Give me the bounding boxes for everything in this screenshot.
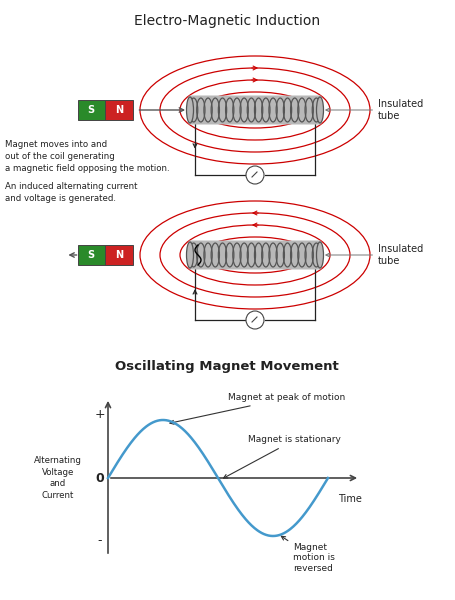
Text: An induced alternating current
and voltage is generated.: An induced alternating current and volta…	[5, 182, 137, 203]
Text: N: N	[115, 250, 123, 260]
Text: Time: Time	[338, 494, 362, 504]
FancyBboxPatch shape	[188, 241, 322, 269]
Text: Magnet moves into and
out of the coil generating
a magnetic field opposing the m: Magnet moves into and out of the coil ge…	[5, 140, 170, 173]
Text: Insulated
tube: Insulated tube	[326, 99, 423, 121]
Ellipse shape	[187, 97, 193, 123]
Text: 0: 0	[95, 472, 104, 485]
FancyBboxPatch shape	[188, 95, 322, 124]
Circle shape	[246, 166, 264, 184]
Text: Oscillating Magnet Movement: Oscillating Magnet Movement	[115, 360, 339, 373]
Text: N: N	[115, 105, 123, 115]
Text: Insulated
tube: Insulated tube	[326, 244, 423, 266]
Bar	[77, 245, 105, 265]
Bar	[105, 245, 132, 265]
Bar	[77, 100, 105, 120]
Ellipse shape	[317, 97, 324, 123]
Circle shape	[246, 311, 264, 329]
Bar	[105, 100, 132, 120]
Text: Magnet at peak of motion: Magnet at peak of motion	[170, 394, 345, 424]
Text: -: -	[98, 535, 102, 547]
Text: Magnet
motion is
reversed: Magnet motion is reversed	[281, 536, 335, 573]
Ellipse shape	[317, 242, 324, 268]
Text: Alternating
Voltage
and
Current: Alternating Voltage and Current	[34, 456, 82, 500]
Text: S: S	[88, 250, 95, 260]
Text: S: S	[88, 105, 95, 115]
Text: Electro-Magnetic Induction: Electro-Magnetic Induction	[134, 14, 320, 28]
Text: Magnet is stationary: Magnet is stationary	[223, 436, 341, 478]
Ellipse shape	[187, 242, 193, 268]
Text: +: +	[95, 409, 105, 421]
